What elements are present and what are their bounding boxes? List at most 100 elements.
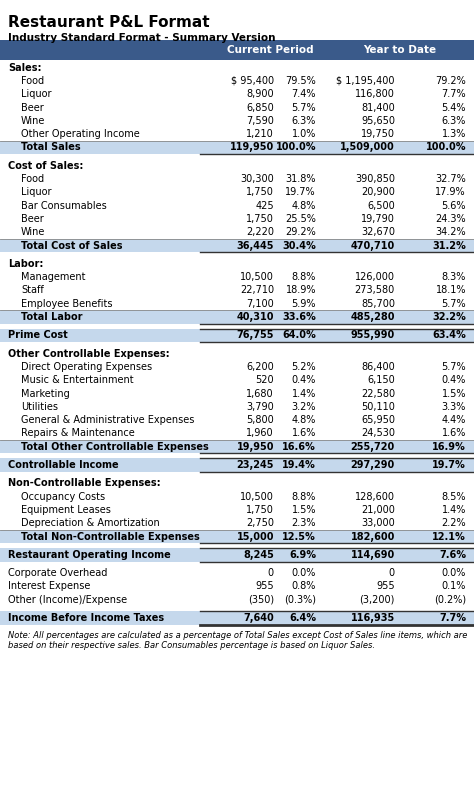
Text: 33.6%: 33.6% [282,312,316,322]
Text: Prime Cost: Prime Cost [8,330,68,340]
Text: Non-Controllable Expenses:: Non-Controllable Expenses: [8,479,161,488]
Text: Employee Benefits: Employee Benefits [21,299,112,309]
Text: Repairs & Maintenance: Repairs & Maintenance [21,428,135,438]
Text: Staff: Staff [21,285,44,295]
Text: 390,850: 390,850 [355,174,395,184]
Text: 0.4%: 0.4% [442,375,466,386]
Text: 30.4%: 30.4% [282,240,316,250]
Text: 64.0%: 64.0% [282,330,316,340]
Text: 32.7%: 32.7% [435,174,466,184]
Text: 126,000: 126,000 [355,272,395,282]
Text: Corporate Overhead: Corporate Overhead [8,568,108,578]
Text: 50,110: 50,110 [361,402,395,412]
Text: 1.3%: 1.3% [442,129,466,139]
Text: 6,850: 6,850 [246,103,274,112]
Text: 85,700: 85,700 [361,299,395,309]
Bar [0,310,474,324]
Text: 22,580: 22,580 [361,389,395,398]
Text: 86,400: 86,400 [361,362,395,372]
Text: 32,670: 32,670 [361,228,395,237]
Text: 100.0%: 100.0% [426,142,466,152]
Text: 2.2%: 2.2% [441,518,466,529]
Text: 19.4%: 19.4% [282,460,316,470]
Text: Restaurant P&L Format: Restaurant P&L Format [8,15,210,30]
Text: 114,690: 114,690 [351,550,395,560]
Text: Sales:: Sales: [8,62,42,73]
Text: Interest Expense: Interest Expense [8,581,91,592]
Bar [0,458,474,472]
Text: Restaurant Operating Income: Restaurant Operating Income [8,550,171,560]
Text: 31.8%: 31.8% [285,174,316,184]
Text: (3,200): (3,200) [360,595,395,605]
Bar [0,548,474,562]
Text: 1,750: 1,750 [246,505,274,515]
Text: Controllable Income: Controllable Income [8,460,118,470]
Text: 2,750: 2,750 [246,518,274,529]
Text: 128,600: 128,600 [355,491,395,502]
Text: 470,710: 470,710 [351,240,395,250]
Text: 16.9%: 16.9% [432,442,466,452]
Text: Equipment Leases: Equipment Leases [21,505,111,515]
Bar [0,329,474,342]
Text: 6,150: 6,150 [367,375,395,386]
Text: 0: 0 [268,568,274,578]
Bar [0,530,474,544]
Text: 32.2%: 32.2% [432,312,466,322]
Text: $ 1,195,400: $ 1,195,400 [337,76,395,86]
Text: Other Operating Income: Other Operating Income [21,129,140,139]
Text: 3.3%: 3.3% [442,402,466,412]
Text: Wine: Wine [21,116,46,126]
Text: Depreciation & Amortization: Depreciation & Amortization [21,518,160,529]
Text: Food: Food [21,76,44,86]
Text: 24,530: 24,530 [361,428,395,438]
Text: (350): (350) [248,595,274,605]
Text: 2,220: 2,220 [246,228,274,237]
Text: 7.7%: 7.7% [441,89,466,100]
Text: 3.2%: 3.2% [292,402,316,412]
Text: 273,580: 273,580 [355,285,395,295]
Text: Bar Consumables: Bar Consumables [21,201,107,211]
Text: Total Cost of Sales: Total Cost of Sales [21,240,122,250]
Text: 6,500: 6,500 [367,201,395,211]
Text: 79.5%: 79.5% [285,76,316,86]
Text: $ 95,400: $ 95,400 [231,76,274,86]
Text: 34.2%: 34.2% [436,228,466,237]
Text: 19.7%: 19.7% [285,187,316,198]
Text: 63.4%: 63.4% [432,330,466,340]
Text: 95,650: 95,650 [361,116,395,126]
Text: 12.1%: 12.1% [432,532,466,542]
Text: 18.1%: 18.1% [436,285,466,295]
Text: 1.4%: 1.4% [292,389,316,398]
Text: 65,950: 65,950 [361,416,395,425]
Text: 0.8%: 0.8% [292,581,316,592]
Text: Marketing: Marketing [21,389,70,398]
Text: 81,400: 81,400 [361,103,395,112]
Text: 4.4%: 4.4% [442,416,466,425]
Text: 1.5%: 1.5% [292,505,316,515]
Text: 18.9%: 18.9% [285,285,316,295]
Text: Total Other Controllable Expenses: Total Other Controllable Expenses [21,442,209,452]
Text: 297,290: 297,290 [351,460,395,470]
Text: 19,790: 19,790 [361,214,395,224]
Text: 6,200: 6,200 [246,362,274,372]
Text: Total Sales: Total Sales [21,142,81,152]
Text: 182,600: 182,600 [351,532,395,542]
Text: 955: 955 [255,581,274,592]
Text: 0.0%: 0.0% [442,568,466,578]
Text: Management: Management [21,272,85,282]
Text: Note: All percentages are calculated as a percentage of Total Sales except Cost : Note: All percentages are calculated as … [8,630,467,650]
Text: 1,680: 1,680 [246,389,274,398]
Text: 21,000: 21,000 [361,505,395,515]
Text: Cost of Sales:: Cost of Sales: [8,160,83,171]
Text: 955: 955 [376,581,395,592]
Text: 4.8%: 4.8% [292,201,316,211]
Text: 19,750: 19,750 [361,129,395,139]
Text: 955,990: 955,990 [351,330,395,340]
Text: 520: 520 [255,375,274,386]
Bar [0,611,474,625]
Text: 7,640: 7,640 [243,613,274,623]
Text: 5.7%: 5.7% [292,103,316,112]
Text: 100.0%: 100.0% [275,142,316,152]
Text: 5.7%: 5.7% [441,299,466,309]
Text: 7.4%: 7.4% [292,89,316,100]
